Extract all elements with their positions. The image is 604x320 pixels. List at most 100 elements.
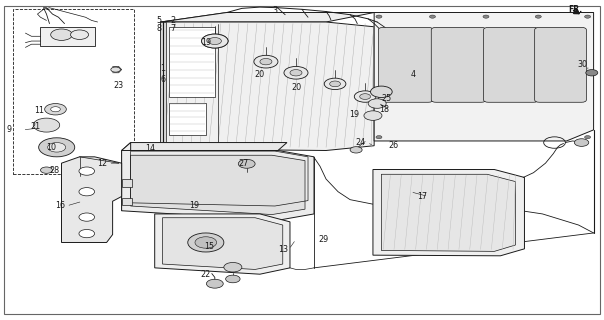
Text: 8: 8 <box>156 24 161 33</box>
Circle shape <box>202 34 228 48</box>
Text: 11: 11 <box>34 106 43 115</box>
Bar <box>37 123 56 126</box>
FancyBboxPatch shape <box>378 28 433 102</box>
Circle shape <box>350 147 362 153</box>
Circle shape <box>254 55 278 68</box>
Polygon shape <box>130 155 305 215</box>
Circle shape <box>368 99 386 108</box>
Circle shape <box>376 15 382 18</box>
Circle shape <box>364 111 382 120</box>
Circle shape <box>290 69 302 76</box>
Circle shape <box>585 136 591 139</box>
Circle shape <box>324 78 346 90</box>
Polygon shape <box>169 103 206 135</box>
Polygon shape <box>374 12 594 141</box>
Text: 10: 10 <box>46 143 56 152</box>
Circle shape <box>202 34 228 48</box>
Text: 5: 5 <box>156 16 161 25</box>
Circle shape <box>330 81 341 87</box>
Circle shape <box>224 262 242 272</box>
Circle shape <box>360 94 370 100</box>
Text: 26: 26 <box>388 141 399 150</box>
Polygon shape <box>121 142 130 211</box>
Circle shape <box>370 86 392 98</box>
Text: 17: 17 <box>417 192 427 201</box>
Bar <box>42 148 71 151</box>
FancyBboxPatch shape <box>535 28 586 102</box>
Circle shape <box>195 237 217 248</box>
Circle shape <box>535 15 541 18</box>
Text: 3: 3 <box>272 6 277 15</box>
Polygon shape <box>169 27 215 97</box>
Text: 1: 1 <box>160 63 165 73</box>
Text: 27: 27 <box>238 159 248 168</box>
Circle shape <box>40 167 53 173</box>
Text: 6: 6 <box>160 75 165 84</box>
Text: 15: 15 <box>204 242 214 251</box>
Circle shape <box>48 142 66 152</box>
Circle shape <box>39 138 75 157</box>
Polygon shape <box>155 214 290 274</box>
Text: 9: 9 <box>6 125 11 134</box>
Text: 21: 21 <box>31 122 40 131</box>
Circle shape <box>586 69 598 76</box>
Text: 25: 25 <box>381 94 391 103</box>
Circle shape <box>284 67 308 79</box>
Text: 2: 2 <box>170 16 175 25</box>
Circle shape <box>79 229 95 238</box>
Polygon shape <box>161 12 227 149</box>
Text: 19: 19 <box>188 202 199 211</box>
Text: 7: 7 <box>170 24 175 33</box>
Text: 23: 23 <box>114 81 124 90</box>
Circle shape <box>355 91 376 102</box>
Text: 22: 22 <box>201 270 211 279</box>
Text: 18: 18 <box>379 105 390 114</box>
Circle shape <box>226 275 240 283</box>
Polygon shape <box>121 150 314 220</box>
Circle shape <box>238 159 255 168</box>
Circle shape <box>585 15 591 18</box>
Circle shape <box>207 279 223 288</box>
Polygon shape <box>373 170 524 256</box>
Circle shape <box>33 118 60 132</box>
Circle shape <box>260 59 272 65</box>
Bar <box>13 9 133 174</box>
Text: 20: 20 <box>255 70 265 79</box>
Polygon shape <box>40 27 95 46</box>
FancyBboxPatch shape <box>431 28 486 102</box>
Circle shape <box>574 139 589 146</box>
Circle shape <box>79 213 95 221</box>
Circle shape <box>71 30 89 39</box>
Text: 14: 14 <box>146 144 155 153</box>
Text: FR.: FR. <box>568 5 582 14</box>
Circle shape <box>429 15 435 18</box>
Text: 13: 13 <box>278 245 288 254</box>
Circle shape <box>208 37 222 44</box>
Polygon shape <box>161 12 374 22</box>
Text: 30: 30 <box>577 60 587 69</box>
FancyBboxPatch shape <box>484 28 538 102</box>
Text: 24: 24 <box>356 138 366 147</box>
Polygon shape <box>121 142 287 150</box>
Circle shape <box>51 107 60 112</box>
Circle shape <box>188 233 224 252</box>
Text: 29: 29 <box>318 236 328 244</box>
Polygon shape <box>62 157 121 243</box>
Text: 19: 19 <box>201 38 211 47</box>
Circle shape <box>111 67 120 72</box>
Text: 19: 19 <box>349 109 359 118</box>
Polygon shape <box>121 179 132 187</box>
Polygon shape <box>121 198 132 205</box>
Circle shape <box>45 104 66 115</box>
Text: 28: 28 <box>50 166 59 175</box>
Text: 4: 4 <box>411 70 416 79</box>
Text: 20: 20 <box>291 83 301 92</box>
Polygon shape <box>161 22 374 150</box>
Circle shape <box>376 136 382 139</box>
Bar <box>159 22 165 149</box>
Polygon shape <box>381 174 515 252</box>
Circle shape <box>483 15 489 18</box>
Circle shape <box>79 188 95 196</box>
Text: 12: 12 <box>97 159 108 168</box>
Text: 16: 16 <box>56 202 65 211</box>
